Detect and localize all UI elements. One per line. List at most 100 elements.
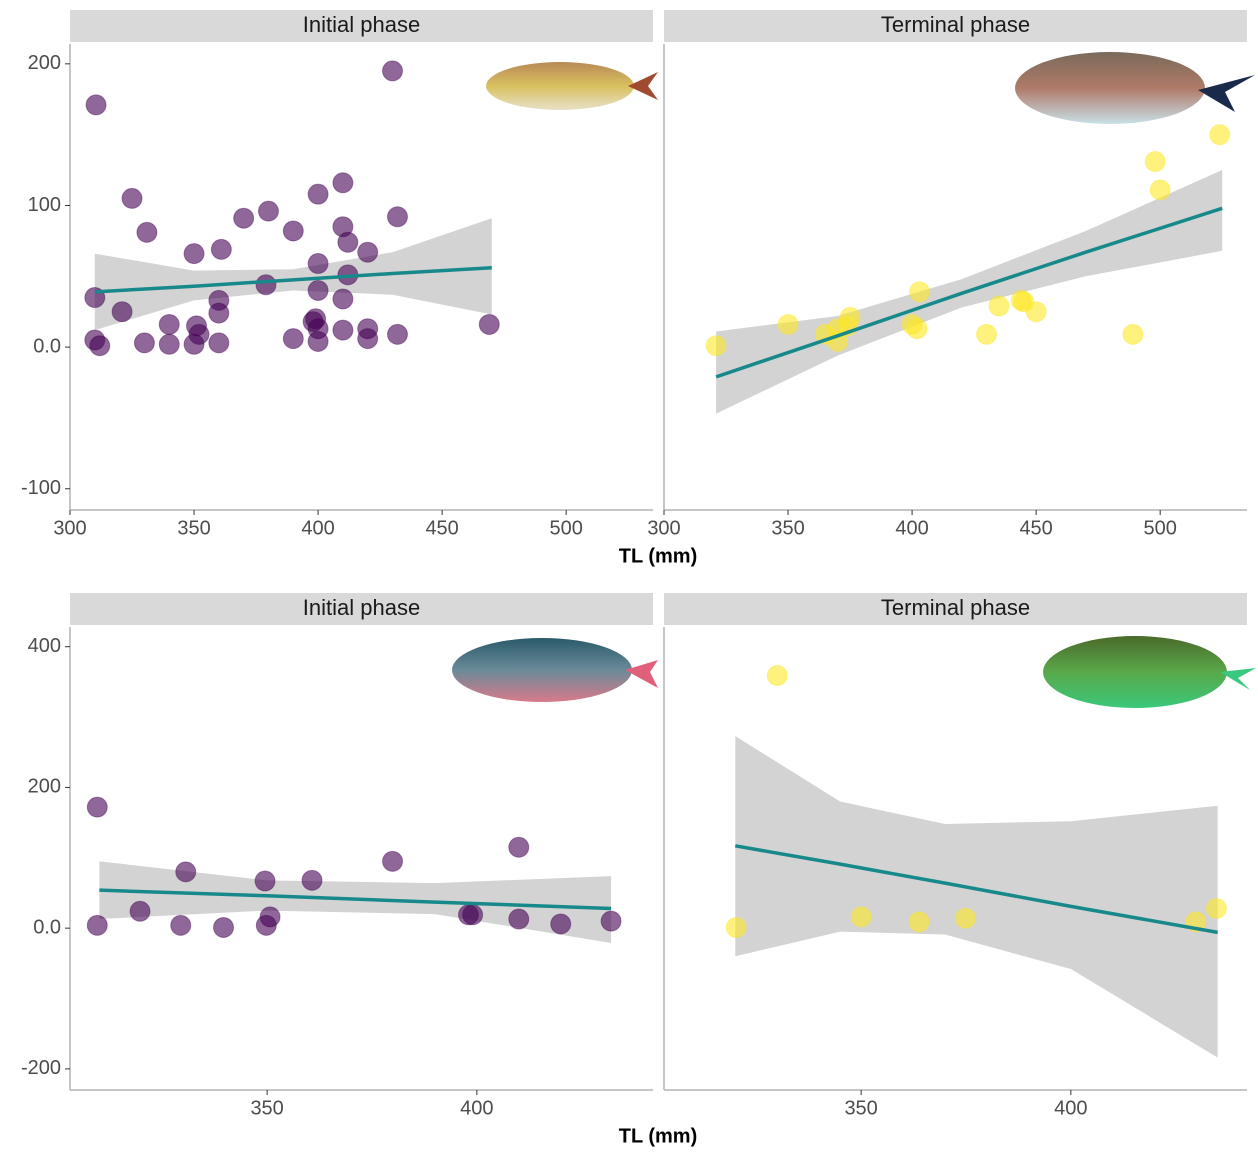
- point: [255, 871, 275, 891]
- point: [283, 329, 303, 349]
- x-tick-label: 350: [771, 517, 804, 539]
- point: [767, 666, 787, 686]
- point: [383, 851, 403, 871]
- point: [910, 282, 930, 302]
- point: [909, 912, 929, 932]
- fish-illustration: [486, 62, 658, 110]
- point: [778, 314, 798, 334]
- point: [479, 314, 499, 334]
- point: [171, 915, 191, 935]
- point: [551, 914, 571, 934]
- x-tick-label: 400: [460, 1097, 493, 1119]
- point: [308, 319, 328, 339]
- point: [333, 173, 353, 193]
- x-tick-label: 450: [425, 517, 458, 539]
- fish-illustration: [452, 638, 658, 702]
- point: [87, 915, 107, 935]
- x-tick-label: 400: [301, 517, 334, 539]
- point: [211, 239, 231, 259]
- point: [1150, 180, 1170, 200]
- point: [840, 307, 860, 327]
- x-tick-label: 350: [844, 1097, 877, 1119]
- y-tick-label: 200: [28, 52, 61, 74]
- strip-label: Terminal phase: [881, 595, 1030, 620]
- page: {"chart_data": [ {"type": "scatter", "ti…: [0, 0, 1258, 1153]
- y-tick-label: -200: [21, 1057, 61, 1079]
- point: [260, 907, 280, 927]
- confidence-band: [735, 736, 1217, 1058]
- point: [112, 302, 132, 322]
- point: [387, 324, 407, 344]
- point: [387, 207, 407, 227]
- y-tick-label: 400: [28, 635, 61, 657]
- point: [176, 862, 196, 882]
- x-axis-title: TL (mm): [619, 545, 698, 567]
- point: [234, 208, 254, 228]
- point: [209, 333, 229, 353]
- figure: Terminal phase 350 400 Initial phase 400 200 0…: [0, 0, 1258, 1153]
- y-tick-label: 100: [28, 194, 61, 216]
- point: [184, 244, 204, 264]
- point: [989, 296, 1009, 316]
- point: [907, 319, 927, 339]
- y-tick-label: 200: [28, 776, 61, 798]
- point: [333, 289, 353, 309]
- point: [601, 911, 621, 931]
- point: [209, 303, 229, 323]
- point: [308, 184, 328, 204]
- point: [258, 201, 278, 221]
- point: [1145, 152, 1165, 172]
- point: [283, 221, 303, 241]
- x-tick-label: 300: [53, 517, 86, 539]
- point: [358, 242, 378, 262]
- point: [214, 917, 234, 937]
- point: [358, 329, 378, 349]
- point: [851, 907, 871, 927]
- point: [86, 95, 106, 115]
- point: [159, 314, 179, 334]
- strip-label: Terminal phase: [881, 12, 1030, 37]
- point: [463, 905, 483, 925]
- y-tick-label: 0.0: [33, 916, 61, 938]
- point: [338, 232, 358, 252]
- x-tick-label: 400: [1054, 1097, 1087, 1119]
- point: [308, 280, 328, 300]
- point: [333, 320, 353, 340]
- x-tick-label: 400: [895, 517, 928, 539]
- x-tick-label: 450: [1019, 517, 1052, 539]
- point: [134, 333, 154, 353]
- point: [87, 797, 107, 817]
- fish-illustration: [1043, 636, 1256, 708]
- point: [509, 837, 529, 857]
- point: [956, 908, 976, 928]
- x-tick-label: 350: [250, 1097, 283, 1119]
- point: [509, 909, 529, 929]
- point: [308, 254, 328, 274]
- point: [383, 61, 403, 81]
- point: [302, 870, 322, 890]
- point: [189, 324, 209, 344]
- point: [1123, 324, 1143, 344]
- point: [122, 188, 142, 208]
- point: [706, 336, 726, 356]
- point: [256, 275, 276, 295]
- strip-label: Initial phase: [303, 12, 420, 37]
- point: [1026, 302, 1046, 322]
- point: [159, 334, 179, 354]
- fish-illustration: [1015, 52, 1255, 124]
- x-tick-label: 350: [177, 517, 210, 539]
- x-axis-title: TL (mm): [619, 1125, 698, 1147]
- point: [1206, 898, 1226, 918]
- point: [1210, 125, 1230, 145]
- y-tick-label: -100: [21, 477, 61, 499]
- point: [90, 336, 110, 356]
- point: [137, 222, 157, 242]
- point: [726, 917, 746, 937]
- y-tick-label: 0.0: [33, 335, 61, 357]
- fit-line: [716, 208, 1222, 377]
- x-tick-label: 500: [549, 517, 582, 539]
- point: [130, 901, 150, 921]
- x-tick-label: 500: [1143, 517, 1176, 539]
- x-tick-label: 300: [647, 517, 680, 539]
- strip-label: Initial phase: [303, 595, 420, 620]
